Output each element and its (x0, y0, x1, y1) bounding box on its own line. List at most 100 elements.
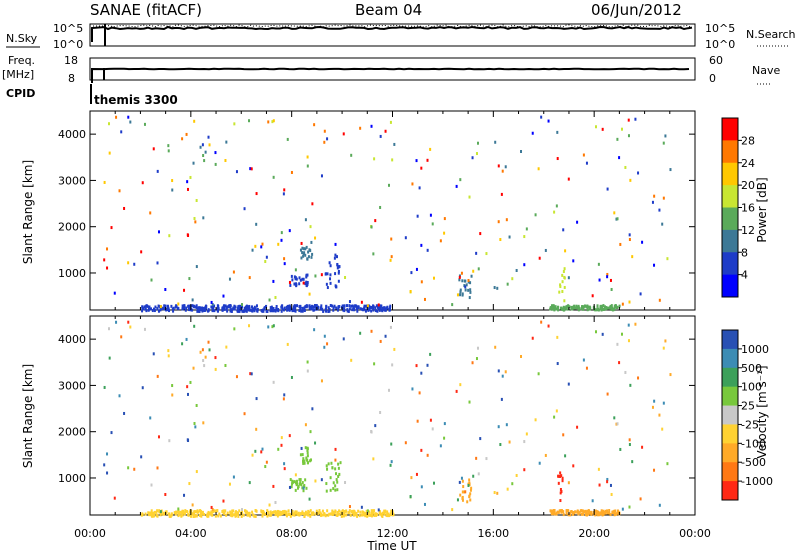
scatter-cell (150, 509, 153, 513)
scatter-cell (302, 252, 305, 256)
scatter-cell (170, 304, 173, 308)
scatter-cell (336, 266, 339, 270)
scatter-cell (379, 512, 382, 516)
scatter-cell (195, 514, 198, 518)
scatter-cell (219, 514, 222, 518)
scatter-cell (268, 513, 271, 517)
velocity-panel: 1000 2000 3000 4000 00:00 04:00 08:00 12:00 16:… (21, 315, 711, 553)
x-tick-label: 04:00 (175, 527, 207, 540)
scatter-cell (297, 486, 300, 490)
scatter-cell (596, 304, 599, 308)
scatter-cell (110, 431, 113, 435)
scatter-cell (280, 238, 283, 242)
scatter-cell (337, 271, 340, 275)
scatter-cell (188, 304, 191, 308)
scatter-cell (224, 364, 227, 368)
scatter-cell (335, 478, 338, 482)
freq-tick-bottom: 8 (68, 72, 75, 85)
scatter-cell (271, 120, 274, 124)
scatter-cell (496, 286, 499, 290)
scatter-cell (222, 511, 225, 515)
scatter-cell (460, 271, 463, 275)
scatter-cell (214, 356, 217, 360)
scatter-cell (497, 220, 500, 224)
scatter-cell (300, 309, 303, 313)
scatter-cell (669, 168, 672, 172)
scatter-cell (610, 307, 613, 311)
scatter-cell (596, 511, 599, 515)
scatter-cell (188, 482, 191, 486)
y-tick-label: 2000 (58, 426, 86, 439)
scatter-cell (561, 307, 564, 311)
colorbar-tick-label: 100 (741, 381, 762, 394)
scatter-cell (355, 512, 358, 516)
scatter-cell (288, 229, 291, 233)
scatter-cell (411, 182, 414, 186)
scatter-cell (497, 164, 500, 168)
scatter-cell (360, 307, 363, 311)
scatter-cell (370, 509, 373, 513)
scatter-cell (309, 430, 312, 434)
scatter-cell (349, 513, 352, 517)
scatter-cell (451, 508, 454, 512)
scatter-cell (356, 514, 359, 518)
scatter-cell (415, 364, 418, 368)
scatter-cell (634, 322, 637, 326)
scatter-cell (303, 307, 306, 311)
scatter-cell (277, 510, 280, 514)
power-y-ticks: 1000 2000 3000 4000 (58, 111, 696, 310)
scatter-cell (562, 510, 565, 514)
scatter-cell (118, 189, 121, 193)
scatter-cell (211, 309, 214, 313)
scatter-cell (598, 483, 601, 487)
scatter-cell (248, 306, 251, 310)
scatter-cell (207, 309, 210, 313)
scatter-cell (158, 509, 161, 513)
scatter-cell (416, 214, 419, 218)
scatter-cell (355, 304, 358, 308)
scatter-cell (579, 509, 582, 513)
scatter-cell (250, 372, 253, 376)
scatter-cell (308, 497, 311, 501)
scatter-cell (616, 137, 619, 141)
scatter-cell (388, 308, 391, 312)
scatter-cell (282, 192, 285, 196)
scatter-cell (191, 308, 194, 312)
scatter-cell (277, 447, 280, 451)
scatter-cell (265, 309, 268, 313)
scatter-cell (461, 495, 464, 499)
scatter-cell (561, 290, 564, 294)
scatter-cell (429, 213, 432, 217)
scatter-cell (277, 242, 280, 246)
scatter-cell (651, 405, 654, 409)
scatter-cell (178, 510, 181, 514)
scatter-cell (272, 119, 275, 123)
scatter-cell (232, 270, 235, 274)
scatter-cell (600, 510, 603, 514)
scatter-cell (255, 192, 258, 196)
scatter-cell (264, 465, 267, 469)
scatter-cell (165, 510, 168, 514)
scatter-cell (300, 241, 303, 245)
scatter-cell (470, 486, 473, 490)
scatter-cell (184, 308, 187, 312)
scatter-cell (581, 305, 584, 309)
scatter-cell (370, 309, 373, 313)
scatter-cell (261, 514, 264, 518)
scatter-cell (616, 342, 619, 346)
scatter-cell (193, 514, 196, 518)
scatter-cell (572, 259, 575, 263)
scatter-cell (315, 307, 318, 311)
scatter-cell (321, 513, 324, 517)
scatter-cell (204, 355, 207, 359)
scatter-cell (354, 513, 357, 517)
scatter-cell (231, 514, 234, 518)
scatter-cell (167, 144, 170, 148)
scatter-cell (531, 131, 534, 135)
scatter-cell (320, 304, 323, 308)
scatter-cell (334, 447, 337, 451)
scatter-cell (171, 188, 174, 192)
scatter-cell (475, 152, 478, 156)
scatter-cell (662, 141, 665, 145)
